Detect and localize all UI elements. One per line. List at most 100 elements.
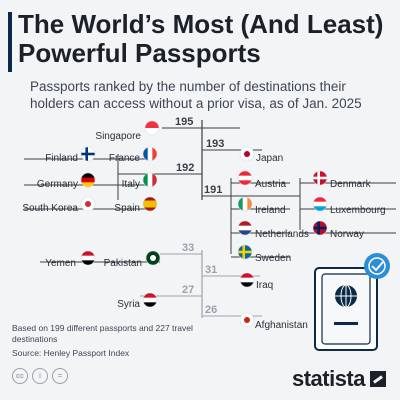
globe-icon [335, 284, 357, 308]
flag-band [81, 255, 95, 261]
country-label-finland: Finland [45, 153, 78, 164]
flag-band [247, 197, 252, 211]
verified-badge-icon [364, 253, 390, 279]
flag-outline [239, 272, 255, 288]
flag-emblem [244, 317, 250, 323]
flag-outline [239, 146, 255, 162]
flag-singapore-icon [144, 120, 160, 136]
country-label-afghanistan: Afghanistan [255, 320, 308, 331]
flag-cross [85, 147, 88, 161]
flag-outline [142, 292, 158, 308]
flag-outline [144, 120, 160, 136]
page-title: The World’s Most (And Least) Powerful Pa… [18, 9, 384, 68]
country-label-netherlands: Netherlands [255, 229, 309, 240]
flag-italy-icon [142, 172, 158, 188]
country-label-syria: Syria [117, 299, 140, 310]
flag-band [313, 197, 327, 202]
flag-band [143, 204, 157, 208]
flag-band [238, 197, 243, 211]
passport-inner [321, 273, 371, 345]
flag-band [145, 128, 159, 135]
flag-fill [81, 173, 95, 187]
flag-fill [238, 197, 252, 211]
flag-band [238, 171, 252, 176]
flag-band [147, 147, 153, 161]
flag-band [143, 173, 148, 187]
country-label-iraq: Iraq [256, 280, 273, 291]
flag-fill [143, 293, 157, 307]
flag-outline [145, 250, 161, 266]
flag-syria-icon [142, 292, 158, 308]
flag-outline [142, 172, 158, 188]
flag-denmark-icon [312, 170, 328, 186]
flag-band [81, 260, 95, 265]
flag-fill [81, 251, 95, 265]
flag-spain-icon [142, 196, 158, 212]
flag-band [145, 121, 159, 129]
flag-fill [81, 147, 95, 161]
flag-band [238, 225, 252, 231]
score-192: 192 [176, 162, 194, 174]
license-icons: cc i = [12, 368, 68, 384]
country-label-sweden: Sweden [255, 253, 291, 264]
score-195: 195 [175, 116, 193, 128]
flag-ireland-icon [237, 196, 253, 212]
flag-fill [238, 245, 252, 259]
flag-luxembourg-icon [312, 196, 328, 212]
title-accent-bar [8, 12, 12, 72]
passport-icon [314, 267, 378, 351]
badge-circle [364, 253, 390, 279]
flag-band [81, 182, 95, 187]
flag-band [81, 173, 95, 178]
flag-band [238, 175, 252, 181]
flag-band [143, 197, 157, 201]
cc-license-icon: cc [12, 368, 28, 384]
flag-outline [312, 170, 328, 186]
flag-finland-icon [80, 146, 96, 162]
flag-band [143, 200, 157, 205]
country-label-italy: Italy [122, 179, 140, 190]
flag-netherlands-icon [237, 220, 253, 236]
flag-band [152, 173, 157, 187]
score-193: 193 [206, 138, 224, 150]
flag-band [242, 197, 248, 211]
country-label-austria: Austria [255, 179, 287, 190]
country-label-luxembourg: Luxembourg [330, 205, 386, 216]
source-note: Source: Henley Passport Index [12, 348, 130, 358]
flag-band [143, 147, 148, 161]
flag-band [238, 230, 252, 235]
score-191: 191 [204, 184, 222, 196]
badge-check [371, 261, 384, 272]
flag-band [143, 297, 157, 303]
no-derivatives-icon: = [52, 368, 68, 384]
flag-fill [313, 197, 327, 211]
flag-outline [80, 196, 96, 212]
flag-band [152, 147, 157, 161]
flag-band [143, 302, 157, 307]
flag-band [240, 277, 254, 283]
passport-stripe [334, 322, 358, 325]
flag-sweden-icon [237, 244, 253, 260]
score-26: 26 [205, 304, 217, 316]
flag-outline [239, 312, 255, 328]
country-label-singapore: Singapore [95, 131, 141, 142]
flag-cross [242, 245, 245, 259]
country-label-south-korea: South Korea [22, 203, 78, 214]
flag-outline [237, 220, 253, 236]
flag-band [313, 206, 327, 211]
flag-band [240, 282, 254, 287]
flag-fill [313, 171, 327, 185]
flag-pakistan-icon [145, 250, 161, 266]
flag-emblem [85, 201, 91, 207]
flag-emblem [150, 255, 156, 261]
flag-band [313, 201, 327, 207]
flag-outline [237, 170, 253, 186]
flag-band [238, 221, 252, 226]
badge-ring [368, 257, 386, 275]
flag-outline [237, 244, 253, 260]
flag-band [81, 177, 95, 183]
flag-france-icon [142, 146, 158, 162]
flag-band [81, 251, 95, 256]
flag-germany-icon [80, 172, 96, 188]
